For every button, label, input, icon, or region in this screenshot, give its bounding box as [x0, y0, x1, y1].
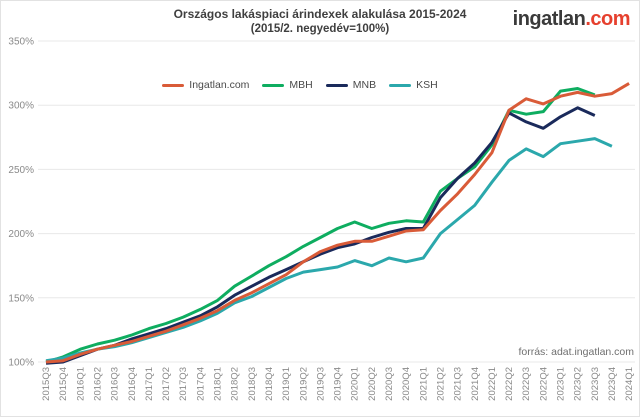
y-tick-label: 200% — [8, 229, 34, 240]
source-credit: forrás: adat.ingatlan.com — [518, 346, 634, 358]
x-tick-label: 2022Q3 — [521, 367, 532, 401]
x-tick-label: 2017Q3 — [178, 367, 189, 401]
legend-swatch — [389, 83, 412, 87]
x-tick-label: 2018Q4 — [264, 367, 275, 401]
x-tick-label: 2022Q1 — [487, 367, 498, 401]
chart-subtitle: (2015/2. negyedév=100%) — [250, 23, 390, 35]
y-tick-label: 150% — [8, 293, 34, 304]
x-tick-label: 2021Q3 — [453, 367, 464, 401]
x-tick-label: 2018Q1 — [213, 367, 224, 401]
series-line-ingatlan-com — [45, 82, 630, 364]
chart-title-line1: Országos lakáspiaci árindexek alakulása … — [173, 7, 467, 21]
ingatlan-logo: ingatlan.com — [512, 8, 631, 31]
x-tick-label: 2016Q4 — [127, 367, 138, 401]
legend-swatch — [262, 83, 285, 87]
x-tick-label: 2019Q3 — [315, 367, 326, 401]
x-tick-label: 2022Q2 — [504, 367, 515, 401]
x-tick-label: 2023Q1 — [556, 367, 567, 401]
y-tick-label: 100% — [8, 358, 34, 369]
chart-title: Országos lakáspiaci árindexek alakulása … — [71, 7, 569, 37]
legend-item-ksh: KSH — [389, 79, 438, 91]
x-tick-label: 2017Q2 — [161, 367, 172, 401]
x-tick-label: 2015Q4 — [58, 367, 69, 401]
series-line-mnb — [45, 106, 596, 365]
x-tick-label: 2016Q1 — [75, 367, 86, 401]
x-tick-label: 2021Q2 — [435, 367, 446, 401]
x-tick-label: 2016Q2 — [92, 367, 103, 401]
x-tick-label: 2020Q4 — [401, 367, 412, 401]
x-tick-label: 2021Q4 — [470, 367, 481, 401]
x-tick-label: 2023Q4 — [607, 367, 618, 401]
x-tick-label: 2016Q3 — [110, 367, 121, 401]
x-tick-label: 2018Q2 — [230, 367, 241, 401]
logo-text-main: ingatlan — [512, 8, 586, 30]
x-tick-label: 2018Q3 — [247, 367, 258, 401]
logo-text-accent: .com — [585, 8, 630, 30]
legend-label: Ingatlan.com — [189, 79, 250, 91]
legend-item-mnb: MNB — [325, 79, 377, 91]
legend-label: KSH — [416, 79, 438, 91]
x-tick-label: 2015Q3 — [41, 367, 52, 401]
y-tick-label: 250% — [8, 165, 34, 176]
x-tick-label: 2022Q4 — [538, 367, 549, 401]
legend-swatch — [325, 83, 348, 87]
chart-legend: Ingatlan.com MBH MNB KSH — [1, 79, 599, 91]
legend-item-ingatlan-com: Ingatlan.com — [162, 79, 249, 91]
y-tick-label: 350% — [8, 37, 34, 48]
x-tick-label: 2017Q1 — [144, 367, 155, 401]
legend-label: MBH — [289, 79, 313, 91]
x-tick-label: 2020Q1 — [350, 367, 361, 401]
x-tick-label: 2021Q1 — [418, 367, 429, 401]
x-tick-label: 2020Q2 — [367, 367, 378, 401]
legend-label: MNB — [352, 79, 377, 91]
legend-item-mbh: MBH — [262, 79, 313, 91]
x-tick-label: 2023Q2 — [573, 367, 584, 401]
x-tick-label: 2019Q1 — [281, 367, 292, 401]
x-tick-label: 2019Q4 — [333, 367, 344, 401]
series-line-mbh — [45, 87, 596, 364]
x-tick-label: 2019Q2 — [298, 367, 309, 401]
x-tick-label: 2023Q3 — [590, 367, 601, 401]
x-tick-label: 2020Q3 — [384, 367, 395, 401]
y-tick-label: 300% — [8, 101, 34, 112]
x-tick-label: 2024Q1 — [624, 367, 635, 401]
x-tick-label: 2017Q4 — [195, 367, 206, 401]
legend-swatch — [162, 83, 185, 87]
